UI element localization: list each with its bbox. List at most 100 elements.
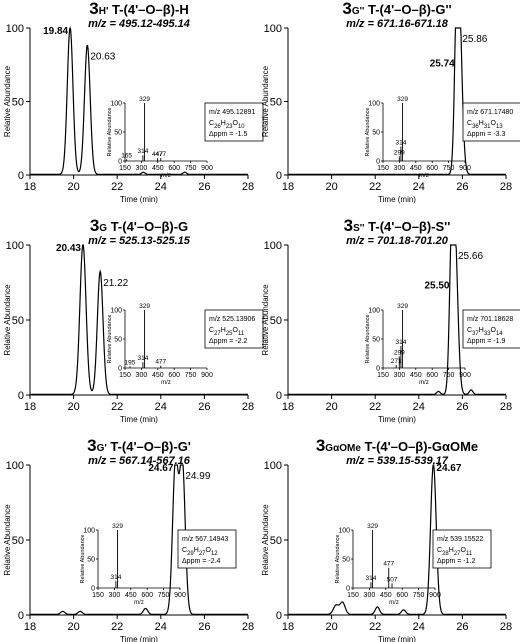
ms-stick-label: 195 <box>124 359 135 366</box>
title-subscript: G' <box>97 443 107 454</box>
inset-y-tick-label: 100 <box>368 308 380 315</box>
inset-y-tick-label: 0 <box>376 159 380 166</box>
ms-stick-label: 314 <box>396 140 407 147</box>
y-axis-label: Relative Abundance <box>3 65 12 137</box>
chart-panel-4: 3S'' T-(4'–O–β)-S''m/z = 701.18-701.20 18… <box>261 216 520 424</box>
peak-label: 20.63 <box>90 52 115 63</box>
inset-x-tick-label: 750 <box>185 165 197 172</box>
ms-stick-label: 329 <box>397 303 408 310</box>
inset-x-tick-label: 900 <box>174 592 186 599</box>
ms-info-box <box>432 529 492 569</box>
peak-label: 20.43 <box>56 243 81 254</box>
ms-stick-label: 271 <box>391 358 402 365</box>
x-tick-label: 24 <box>155 621 167 633</box>
panel-title: 3G' T-(4'–O–β)-G' <box>87 436 191 455</box>
inset-x-label: m/z <box>419 380 429 386</box>
ms-stick-label: 329 <box>397 96 408 103</box>
inset-x-tick-label: 450 <box>152 372 164 379</box>
ms-ppm-error: Δppm = -2.4 <box>182 558 220 565</box>
x-tick-label: 28 <box>500 181 512 193</box>
x-tick-label: 20 <box>325 621 337 633</box>
title-subscript: G'' <box>352 6 365 17</box>
x-tick-label: 18 <box>282 401 294 413</box>
inset-x-tick-label: 450 <box>125 592 137 599</box>
panel-title: 3G T-(4'–O–β)-G <box>90 216 188 235</box>
x-tick-label: 24 <box>155 401 167 413</box>
y-axis-label: Relative Abundance <box>261 504 270 576</box>
inset-x-tick-label: 750 <box>185 372 197 379</box>
x-tick-label: 24 <box>413 621 425 633</box>
ms-info-box <box>204 309 264 349</box>
x-tick-label: 28 <box>500 401 512 413</box>
y-tick-label: 0 <box>18 170 24 182</box>
inset-y-tick-label: 0 <box>118 159 122 166</box>
chromatogram-trace <box>30 464 248 615</box>
inset-x-tick-label: 600 <box>396 592 408 599</box>
title-text: T-(4'–O–β)-S'' <box>365 219 451 234</box>
y-tick-label: 50 <box>12 97 24 109</box>
inset-y-tick-label: 50 <box>342 557 350 564</box>
ms-stick-label: 329 <box>367 523 378 530</box>
inset-x-tick-label: 900 <box>459 165 471 172</box>
ms-inset: 150 300 450 600 750 900 0 50 100 m/z Relative Abun… <box>335 523 492 606</box>
inset-x-tick-label: 150 <box>119 165 131 172</box>
y-tick-label: 50 <box>270 315 282 327</box>
ms-stick-label: 447 <box>152 151 163 158</box>
inset-y-label: Relative Abundance <box>365 108 371 157</box>
ms-stick-label: 329 <box>139 96 150 103</box>
x-axis-label: Time (min) <box>378 415 416 424</box>
inset-x-tick-label: 300 <box>394 165 406 172</box>
inset-x-tick-label: 900 <box>429 592 441 599</box>
peak-label: 24.67 <box>148 463 173 474</box>
title-text: T-(4'–O–β)-G' <box>107 439 191 454</box>
chromatogram-trace <box>288 464 506 615</box>
y-axis-label: Relative Abundance <box>3 504 12 576</box>
title-subscript: GαOMe <box>325 443 361 454</box>
y-tick-label: 100 <box>264 460 282 472</box>
ms-mz-value: m/z 539.15522 <box>437 536 483 543</box>
x-tick-label: 20 <box>325 181 337 193</box>
ms-stick-label: 477 <box>155 359 166 366</box>
panel-title: 3H' T-(4'–O–β)-H <box>89 0 188 18</box>
title-number: 3 <box>344 216 353 235</box>
y-tick-label: 50 <box>270 97 282 109</box>
peak-label: 21.22 <box>103 278 128 289</box>
ms-ppm-error: Δppm = -1.2 <box>437 558 475 565</box>
inset-y-tick-label: 100 <box>83 528 95 535</box>
inset-x-label: m/z <box>389 600 399 606</box>
x-tick-label: 18 <box>24 621 36 633</box>
ms-inset: 150 300 450 600 750 900 0 50 100 m/z Relative Abun… <box>107 303 264 386</box>
inset-x-tick-label: 150 <box>377 372 389 379</box>
x-tick-label: 22 <box>369 621 381 633</box>
ms-stick-label: 477 <box>383 561 394 568</box>
inset-x-tick-label: 900 <box>201 165 213 172</box>
x-tick-label: 26 <box>456 401 468 413</box>
inset-y-tick-label: 0 <box>91 586 95 593</box>
ms-inset: 150 300 450 600 750 900 0 50 100 m/z Relative Abun… <box>365 303 520 386</box>
ms-stick-label: 299 <box>394 149 405 156</box>
panel-subtitle: m/z = 671.16-671.18 <box>346 18 449 30</box>
x-tick-label: 28 <box>500 621 512 633</box>
inset-x-label: m/z <box>161 380 171 386</box>
y-tick-label: 0 <box>276 610 282 622</box>
x-tick-label: 20 <box>67 401 79 413</box>
peak-label: 19.84 <box>43 26 68 37</box>
ms-mz-value: m/z 701.18628 <box>467 316 513 323</box>
inset-y-tick-label: 0 <box>376 366 380 373</box>
x-axis-label: Time (min) <box>378 635 416 642</box>
ms-formula: C28H27O11 <box>437 547 473 557</box>
inset-x-tick-label: 450 <box>152 165 164 172</box>
ms-info-box <box>177 529 237 569</box>
inset-y-label: Relative Abundance <box>80 535 86 584</box>
chromatogram-trace <box>30 26 248 176</box>
ms-mz-value: m/z 567.14943 <box>182 536 228 543</box>
ms-stick-label: 314 <box>111 574 122 581</box>
panel-subtitle: m/z = 495.12-495.14 <box>88 18 190 30</box>
x-tick-label: 26 <box>456 181 468 193</box>
x-tick-label: 22 <box>111 401 123 413</box>
panel-title: 3S'' T-(4'–O–β)-S'' <box>344 216 451 235</box>
ms-info-box <box>462 102 520 142</box>
x-tick-label: 28 <box>242 401 254 413</box>
